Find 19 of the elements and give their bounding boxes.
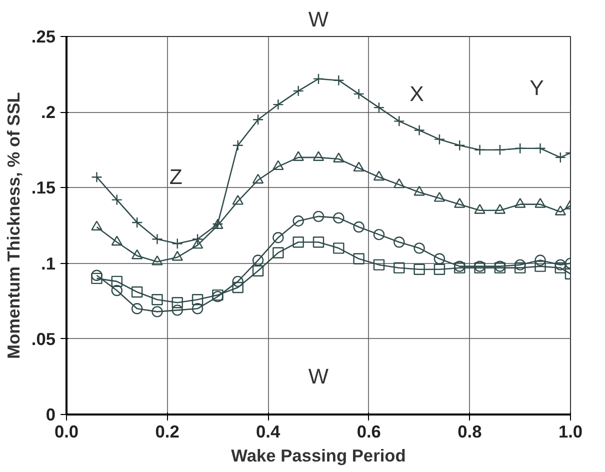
- x-axis-title: Wake Passing Period: [231, 446, 406, 466]
- y-tick-label: .15: [31, 178, 56, 198]
- y-tick-label: .2: [41, 102, 56, 122]
- annotation: Z: [169, 165, 182, 190]
- x-tick-label: 1.0: [558, 422, 583, 442]
- text: W: [308, 8, 330, 32]
- x-tick-label: 0.4: [256, 422, 281, 442]
- x-tick-label: 0.2: [155, 422, 180, 442]
- annotation: X: [410, 82, 424, 106]
- annotation: W: [308, 364, 330, 389]
- y-tick-label: .05: [31, 328, 56, 349]
- y-tick-label: 0: [46, 404, 56, 424]
- x-tick-label: 0.0: [54, 422, 79, 442]
- x-tick-label: 0.6: [356, 422, 382, 442]
- x-tick-label: 0.8: [458, 422, 482, 442]
- annotation: Y: [530, 76, 544, 100]
- y-axis-title: Momentum Thickness, % of SSL: [3, 92, 24, 359]
- y-tick-label: .1: [41, 253, 56, 274]
- y-tick-label: .25: [31, 26, 56, 46]
